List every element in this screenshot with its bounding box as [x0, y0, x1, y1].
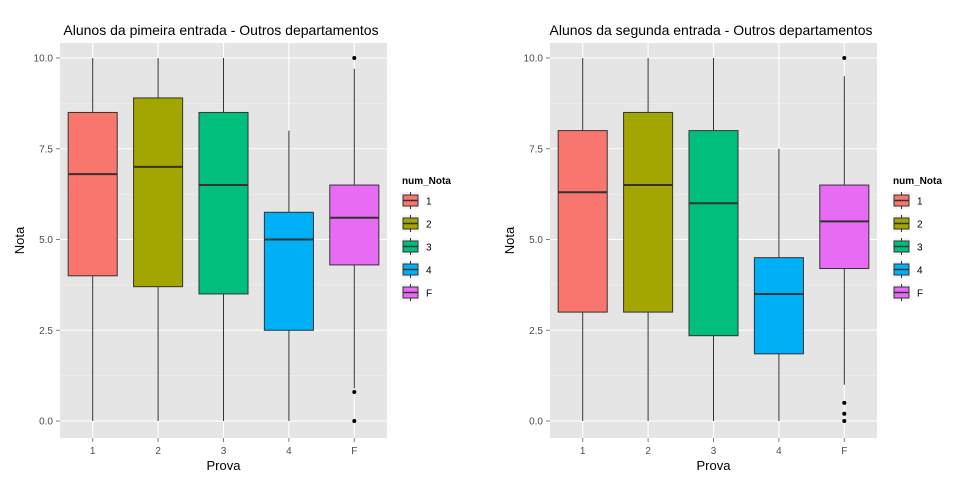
y-tick-label: 2.5: [39, 326, 53, 337]
box-body-1: [557, 130, 608, 313]
legend-label: 2: [917, 220, 923, 231]
box-body-3: [688, 130, 739, 337]
box-body-1: [67, 111, 118, 277]
y-axis-title: Nota: [502, 226, 517, 254]
x-tick-label: 1: [580, 446, 586, 457]
legend-label: F: [426, 289, 432, 300]
y-axis-title: Nota: [12, 226, 27, 254]
y-tick-label: 5.0: [39, 235, 53, 246]
outlier-point: [842, 400, 847, 405]
legend-title: num_Nota: [402, 176, 451, 187]
box-1: [67, 58, 118, 421]
chart-title: Alunos da segunda entrada - Outros depar…: [550, 22, 873, 38]
legend-title: num_Nota: [893, 176, 942, 187]
legend-label: 2: [426, 220, 432, 231]
legend-item-3: 3: [401, 237, 432, 256]
x-tick-label: F: [351, 446, 357, 457]
legend-item-4: 4: [892, 260, 923, 279]
legend-item-1: 1: [892, 191, 923, 210]
legend-item-3: 3: [892, 237, 923, 256]
outlier-point: [842, 56, 847, 60]
y-tick-label: 2.5: [529, 326, 543, 337]
box-body-4: [753, 257, 804, 355]
box-body-2: [623, 111, 674, 313]
box-body-F: [329, 184, 380, 266]
outlier-point: [842, 419, 847, 423]
box-2: [623, 58, 674, 421]
box-body-4: [263, 211, 314, 331]
chart-title: Alunos da pimeira entrada - Outros depar…: [63, 22, 378, 38]
y-tick-label: 5.0: [529, 235, 543, 246]
chart-panel-1: 0.0 2.5 5.0 7.5 10.0 1 2 3 4 F Alunos da pimeira e…: [12, 22, 451, 473]
y-tick-label: 7.5: [39, 144, 53, 155]
legend-item-2: 2: [401, 214, 432, 233]
box-3: [688, 58, 739, 421]
chart-panel-2: 0.0 2.5 5.0 7.5 10.0 1 2 3 4 F Alunos da segunda e…: [502, 22, 942, 473]
legend-label: 3: [426, 243, 432, 254]
box-2: [133, 58, 184, 421]
x-tick-label: 2: [645, 446, 651, 457]
x-tick-label: 2: [155, 446, 161, 457]
legend-label: F: [917, 289, 923, 300]
legend-item-1: 1: [401, 191, 432, 210]
y-tick-label: 7.5: [529, 144, 543, 155]
y-tick-label: 0.0: [39, 417, 53, 428]
legend-label: 4: [426, 266, 432, 277]
x-axis-title: Prova: [697, 458, 732, 473]
box-body-F: [819, 184, 870, 270]
legend: num_Nota 1 2 3 4 F: [401, 176, 451, 302]
x-tick-label: 4: [286, 446, 292, 457]
x-tick-label: 1: [90, 446, 96, 457]
x-tick-label: F: [841, 446, 847, 457]
legend-label: 1: [917, 197, 923, 208]
box-4: [263, 130, 314, 421]
box-4: [753, 148, 804, 421]
x-tick-label: 3: [711, 446, 717, 457]
outlier-point: [352, 419, 357, 423]
legend-label: 4: [917, 266, 923, 277]
x-tick-label: 4: [776, 446, 782, 457]
box-body-2: [133, 97, 184, 288]
legend-item-F: F: [892, 283, 923, 302]
legend-label: 1: [426, 197, 432, 208]
x-tick-label: 3: [221, 446, 227, 457]
outlier-point: [842, 411, 847, 416]
legend-item-4: 4: [401, 260, 432, 279]
box-3: [198, 58, 249, 421]
box-F: [819, 56, 870, 423]
y-tick-label: 10.0: [34, 54, 54, 65]
box-F: [329, 56, 380, 423]
y-tick-label: 10.0: [524, 54, 544, 65]
y-tick-label: 0.0: [529, 417, 543, 428]
box-1: [557, 58, 608, 421]
legend: num_Nota 1 2 3 4 F: [892, 176, 942, 302]
legend-label: 3: [917, 243, 923, 254]
outlier-point: [352, 56, 357, 60]
legend-item-2: 2: [892, 214, 923, 233]
legend-item-F: F: [401, 283, 432, 302]
outlier-point: [352, 389, 357, 394]
x-axis-title: Prova: [207, 458, 242, 473]
box-body-3: [198, 111, 249, 295]
